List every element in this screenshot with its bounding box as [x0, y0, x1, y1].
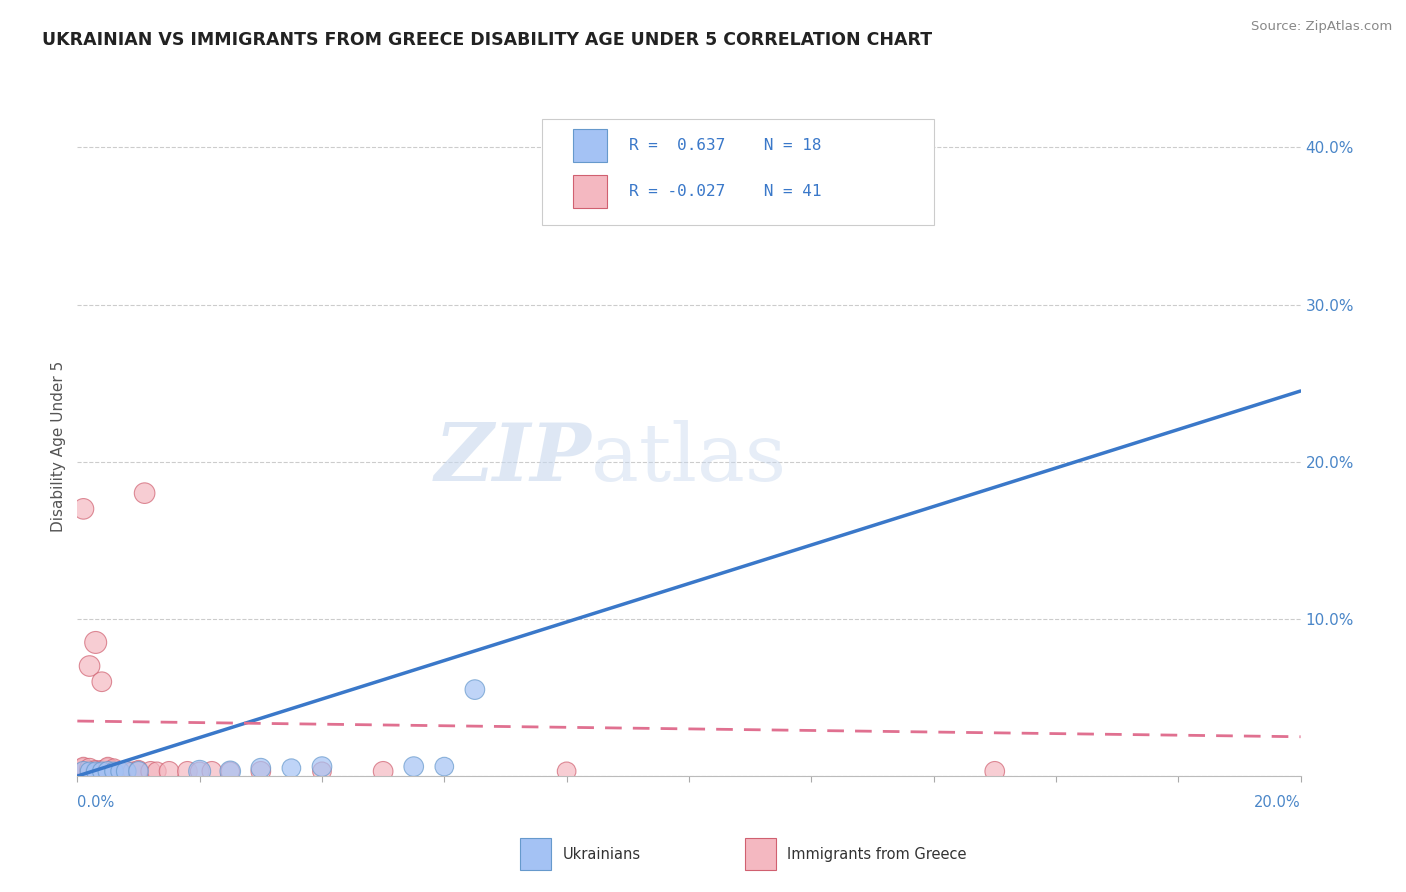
Point — [72, 763, 94, 777]
Point — [371, 764, 394, 779]
Point — [984, 764, 1007, 779]
Point — [250, 764, 273, 779]
Point — [146, 764, 169, 779]
Point — [311, 764, 333, 779]
Point — [108, 764, 131, 779]
Text: Immigrants from Greece: Immigrants from Greece — [787, 847, 967, 862]
Point — [311, 759, 333, 773]
Point — [188, 764, 211, 779]
Point — [188, 764, 211, 779]
Point — [79, 763, 101, 777]
Point — [97, 764, 120, 779]
Point — [127, 763, 149, 777]
Text: Source: ZipAtlas.com: Source: ZipAtlas.com — [1251, 20, 1392, 33]
Point — [90, 764, 112, 779]
Point — [280, 761, 302, 775]
Point — [134, 486, 156, 500]
Point — [103, 763, 125, 777]
Point — [72, 764, 94, 779]
Point — [72, 761, 94, 775]
Point — [84, 635, 107, 649]
Point — [157, 764, 180, 779]
Point — [79, 761, 101, 775]
Point — [103, 761, 125, 775]
Point — [84, 764, 107, 779]
Point — [127, 764, 149, 779]
Point — [97, 764, 120, 779]
Text: UKRAINIAN VS IMMIGRANTS FROM GREECE DISABILITY AGE UNDER 5 CORRELATION CHART: UKRAINIAN VS IMMIGRANTS FROM GREECE DISA… — [42, 31, 932, 49]
Point — [115, 764, 138, 779]
Point — [464, 682, 486, 697]
Point — [90, 763, 112, 777]
Point — [433, 759, 456, 773]
Point — [250, 761, 273, 775]
Text: atlas: atlas — [591, 420, 786, 499]
Y-axis label: Disability Age Under 5: Disability Age Under 5 — [51, 360, 66, 532]
Point — [72, 501, 94, 516]
Point — [90, 764, 112, 779]
Point — [115, 764, 138, 779]
FancyBboxPatch shape — [572, 129, 607, 162]
Point — [402, 759, 425, 773]
Point — [72, 765, 94, 780]
Point — [555, 764, 578, 779]
FancyBboxPatch shape — [572, 176, 607, 209]
Point — [219, 764, 242, 779]
Point — [617, 203, 640, 218]
Point — [219, 764, 242, 779]
Point — [97, 759, 120, 773]
Point — [176, 764, 198, 779]
Point — [84, 764, 107, 779]
Point — [108, 764, 131, 779]
Point — [97, 763, 120, 777]
Point — [139, 764, 162, 779]
Point — [79, 764, 101, 779]
Text: 20.0%: 20.0% — [1254, 796, 1301, 810]
Point — [84, 763, 107, 777]
Text: 0.0%: 0.0% — [77, 796, 114, 810]
Point — [79, 659, 101, 673]
Text: R = -0.027    N = 41: R = -0.027 N = 41 — [628, 185, 821, 200]
Point — [90, 674, 112, 689]
Point — [79, 764, 101, 779]
Point — [201, 764, 224, 779]
Point — [72, 759, 94, 773]
Point — [72, 764, 94, 779]
Point — [121, 764, 143, 779]
Text: Ukrainians: Ukrainians — [562, 847, 641, 862]
Text: ZIP: ZIP — [434, 420, 591, 498]
Point — [103, 764, 125, 779]
Point — [127, 764, 149, 779]
FancyBboxPatch shape — [543, 120, 934, 225]
Point — [103, 764, 125, 779]
Point — [97, 761, 120, 775]
Text: R =  0.637    N = 18: R = 0.637 N = 18 — [628, 138, 821, 153]
